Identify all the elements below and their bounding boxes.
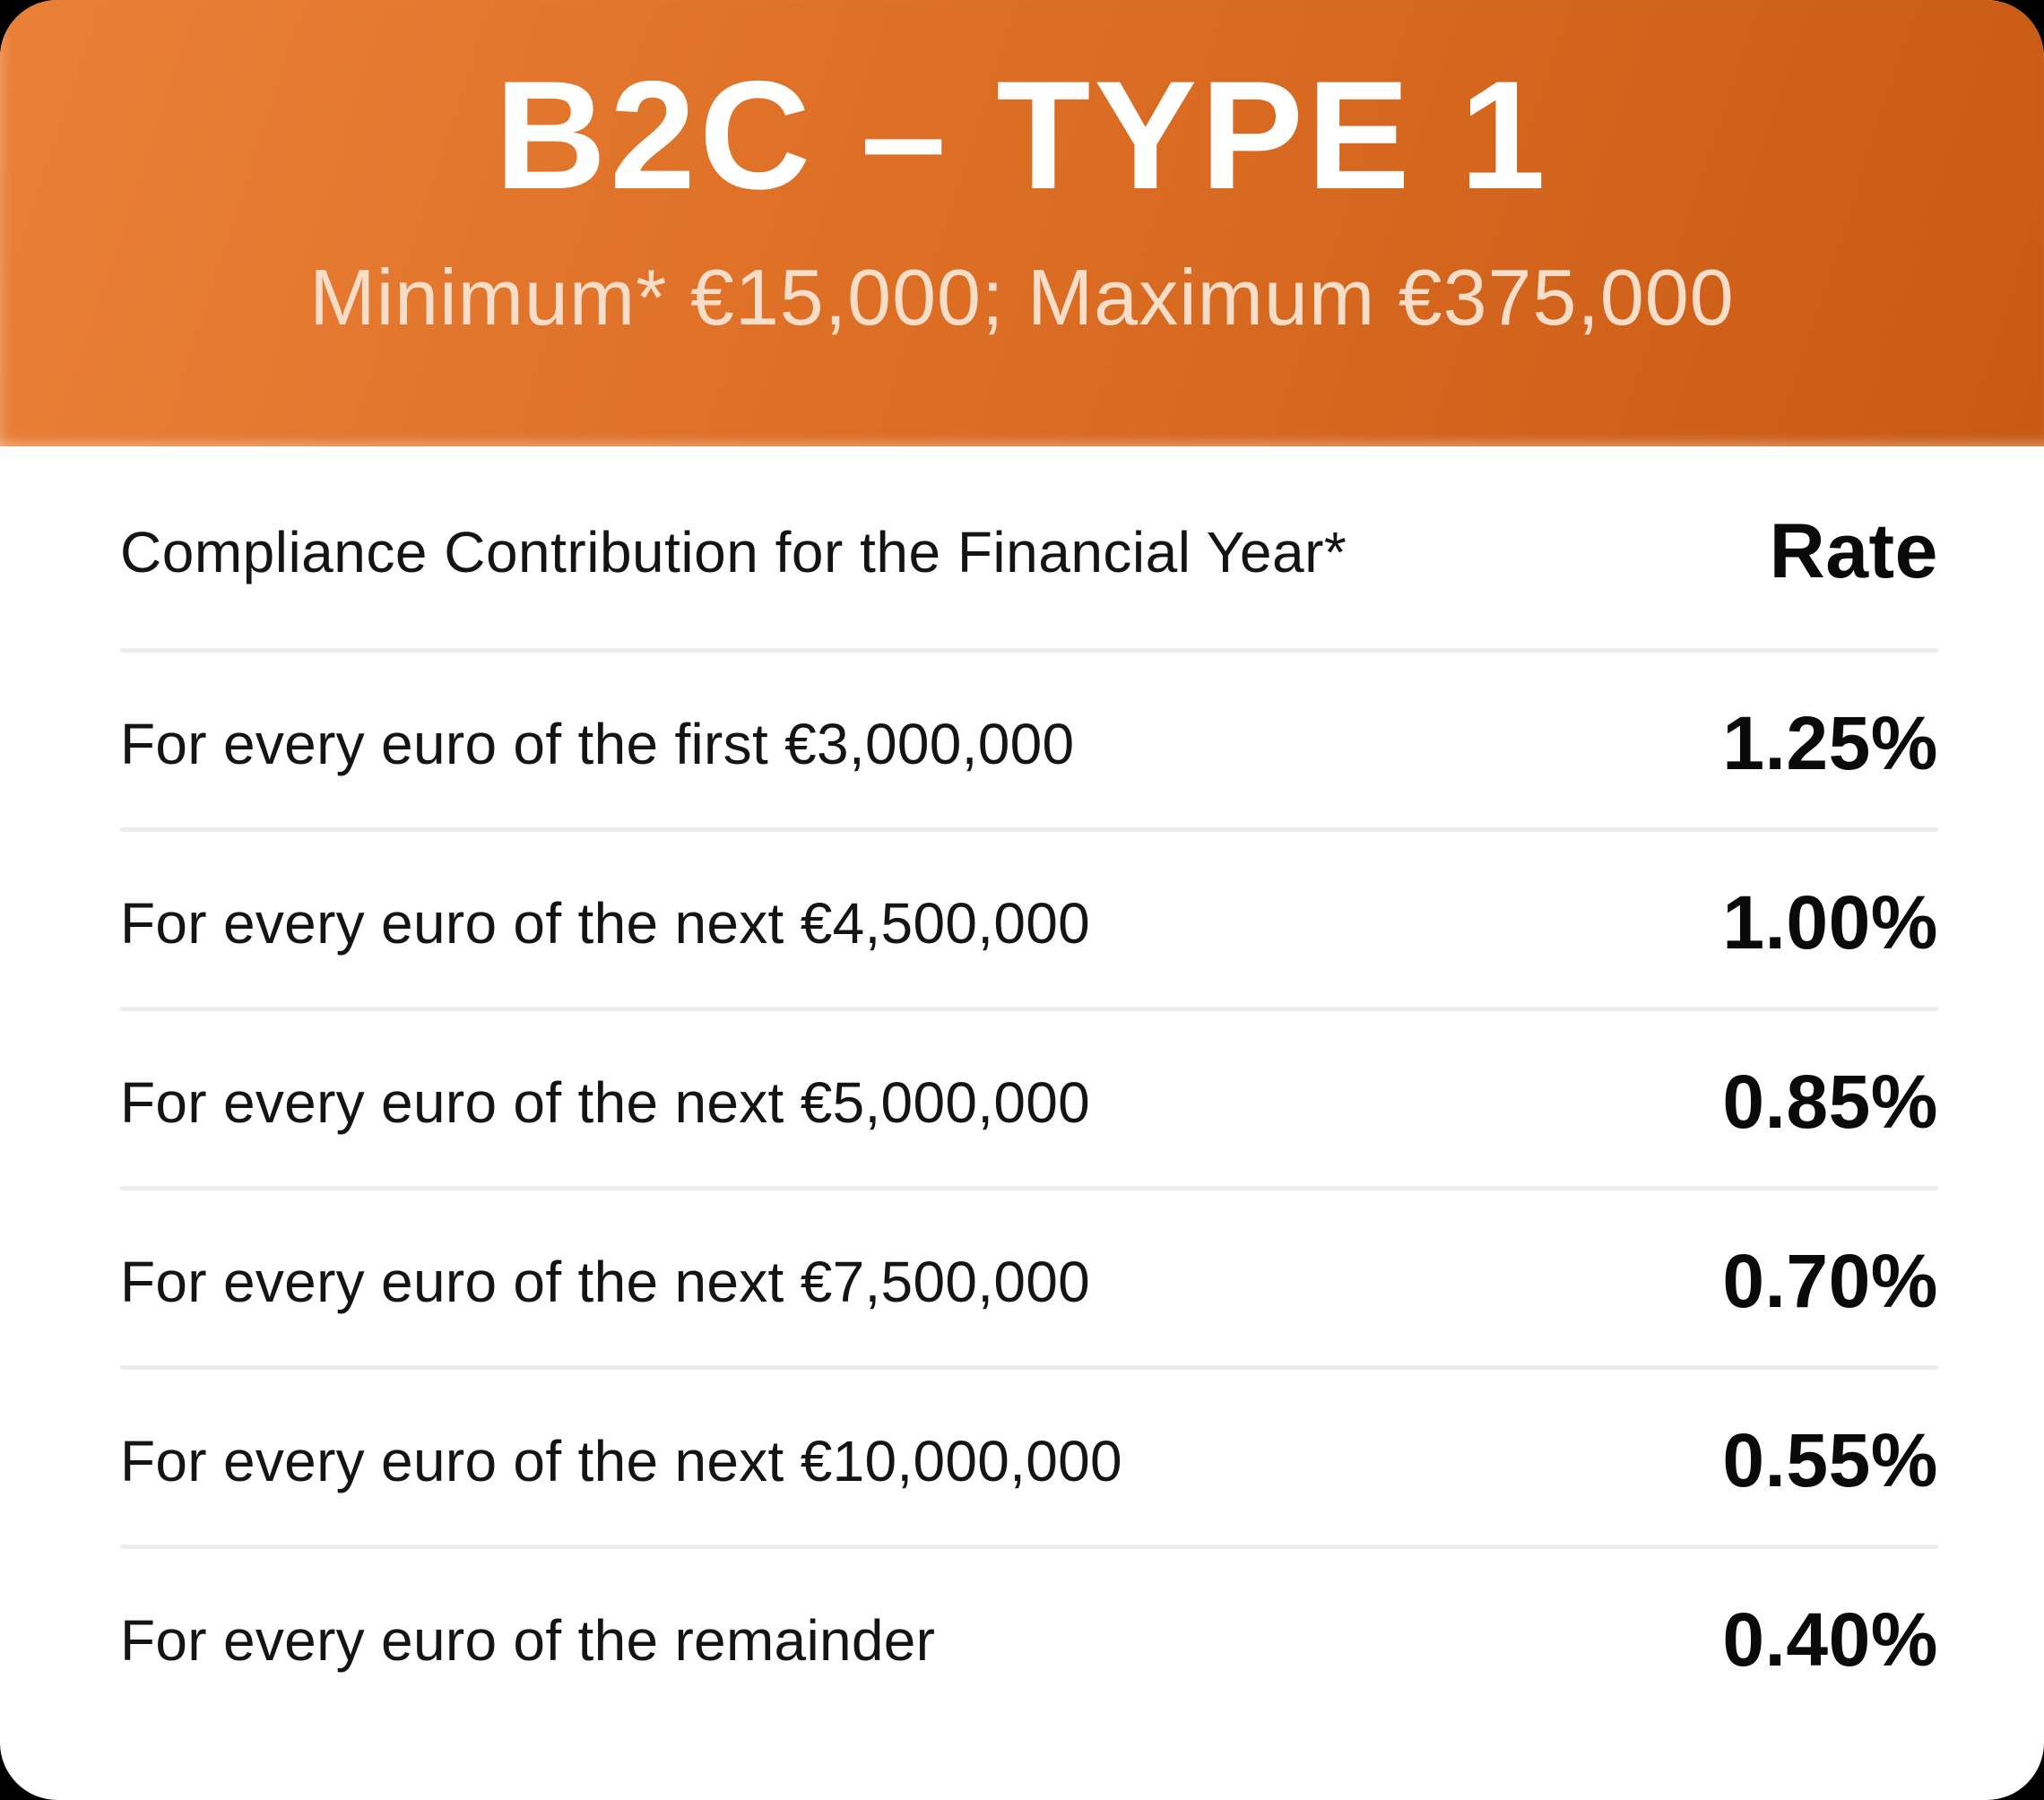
row-divider (120, 1007, 1938, 1011)
table-header-row: Compliance Contribution for the Financia… (120, 446, 1938, 648)
column-header-contribution: Compliance Contribution for the Financia… (120, 519, 1347, 584)
row-label: For every euro of the next €10,000,000 (120, 1428, 1122, 1493)
column-header-rate: Rate (1769, 508, 1938, 594)
row-divider (120, 1545, 1938, 1549)
fee-table: Compliance Contribution for the Financia… (0, 446, 2044, 1724)
table-row: For every euro of the first €3,000,000 1… (120, 653, 1938, 827)
row-divider (120, 827, 1938, 832)
page-title: B2C – TYPE 1 (495, 49, 1549, 221)
row-label: For every euro of the first €3,000,000 (120, 711, 1075, 776)
row-rate: 0.85% (1722, 1060, 1938, 1144)
row-label: For every euro of the next €7,500,000 (120, 1249, 1091, 1314)
table-row: For every euro of the next €4,500,000 1.… (120, 832, 1938, 1007)
header-banner: B2C – TYPE 1 Minimum* €15,000; Maximum €… (0, 0, 2044, 446)
page-subtitle: Minimum* €15,000; Maximum €375,000 (309, 253, 1735, 342)
table-row: For every euro of the next €7,500,000 0.… (120, 1190, 1938, 1365)
table-row: For every euro of the remainder 0.40% (120, 1549, 1938, 1724)
row-divider (120, 1186, 1938, 1190)
row-label: For every euro of the remainder (120, 1607, 936, 1673)
row-rate: 0.55% (1722, 1418, 1938, 1502)
row-rate: 0.40% (1722, 1597, 1938, 1682)
row-divider (120, 648, 1938, 653)
row-label: For every euro of the next €5,000,000 (120, 1069, 1091, 1135)
table-row: For every euro of the next €10,000,000 0… (120, 1370, 1938, 1545)
row-rate: 1.00% (1722, 880, 1938, 965)
row-rate: 0.70% (1722, 1239, 1938, 1323)
table-row: For every euro of the next €5,000,000 0.… (120, 1011, 1938, 1186)
row-label: For every euro of the next €4,500,000 (120, 890, 1091, 956)
row-divider (120, 1365, 1938, 1370)
row-rate: 1.25% (1722, 701, 1938, 785)
